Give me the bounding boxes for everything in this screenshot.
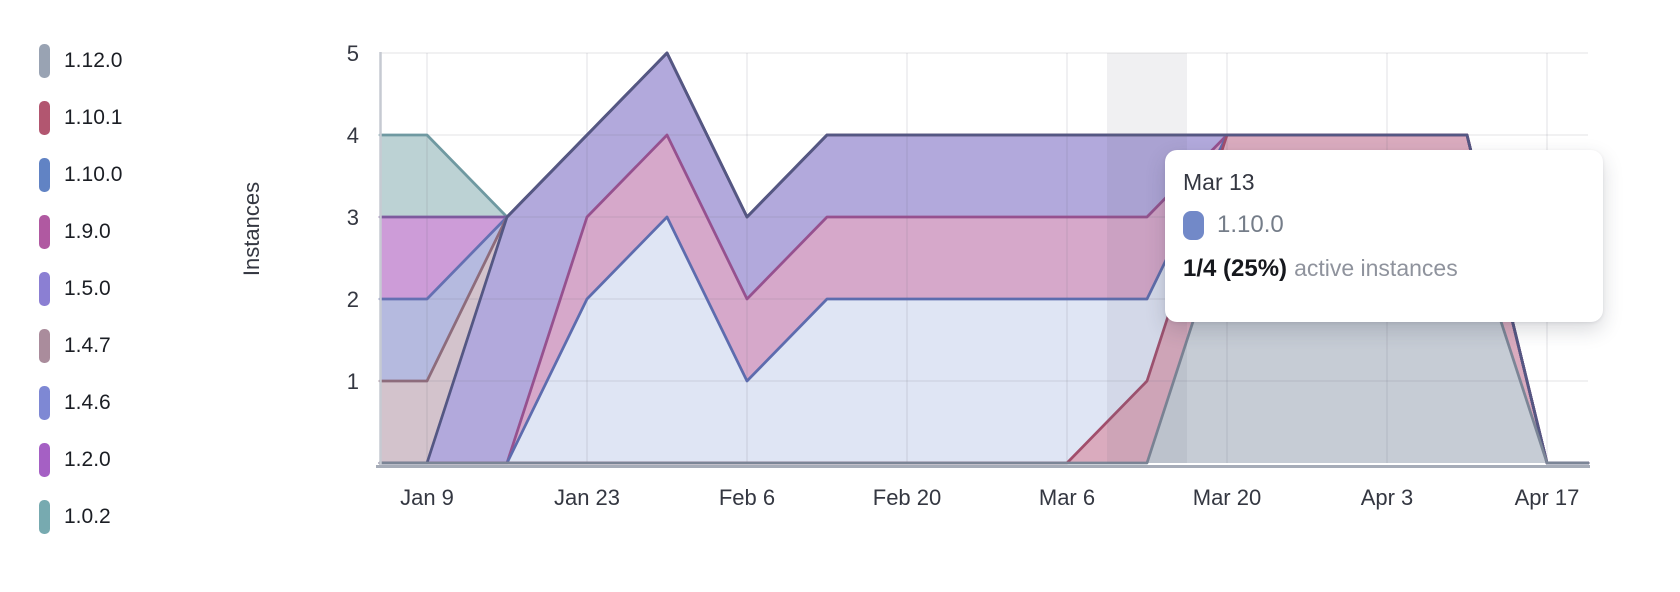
legend-label: 1.0.2 <box>64 505 111 528</box>
y-tick-label: 4 <box>347 123 359 148</box>
tooltip-series-label: 1.10.0 <box>1217 211 1284 239</box>
legend-label: 1.2.0 <box>64 448 111 471</box>
legend-item-1-2-0[interactable]: 1.2.0 <box>39 431 122 488</box>
x-tick-label: Mar 20 <box>1193 485 1261 510</box>
legend-swatch-icon <box>39 271 50 306</box>
x-tick-label: Jan 9 <box>400 485 454 510</box>
legend-swatch-icon <box>39 100 50 135</box>
tooltip-series-row: 1.10.0 <box>1183 210 1585 240</box>
legend-swatch-icon <box>39 499 50 534</box>
series-swatch-icon <box>1183 210 1204 240</box>
x-tick-label: Jan 23 <box>554 485 620 510</box>
legend-swatch-icon <box>39 328 50 363</box>
x-tick-label: Apr 3 <box>1361 485 1414 510</box>
x-tick-label: Apr 17 <box>1515 485 1580 510</box>
y-tick-label: 3 <box>347 205 359 230</box>
legend-item-1-4-7[interactable]: 1.4.7 <box>39 317 122 374</box>
legend-label: 1.9.0 <box>64 220 111 243</box>
legend-item-1-10-0[interactable]: 1.10.0 <box>39 146 122 203</box>
chart-legend: 1.12.0 1.10.1 1.10.0 1.9.0 1.5.0 1.4.7 1.4.6 1.… <box>39 32 122 545</box>
legend-item-1-5-0[interactable]: 1.5.0 <box>39 260 122 317</box>
legend-swatch-icon <box>39 157 50 192</box>
y-tick-label: 5 <box>347 41 359 66</box>
legend-item-1-4-6[interactable]: 1.4.6 <box>39 374 122 431</box>
x-tick-label: Mar 6 <box>1039 485 1095 510</box>
legend-item-1-0-2[interactable]: 1.0.2 <box>39 488 122 545</box>
x-tick-label: Feb 6 <box>719 485 775 510</box>
tooltip-value-line: 1/4 (25%) active instances <box>1183 255 1585 283</box>
legend-label: 1.4.7 <box>64 334 111 357</box>
tooltip-value-suffix: active instances <box>1294 255 1458 282</box>
legend-item-1-12-0[interactable]: 1.12.0 <box>39 32 122 89</box>
legend-item-1-9-0[interactable]: 1.9.0 <box>39 203 122 260</box>
chart-tooltip: Mar 13 1.10.0 1/4 (25%) active instances <box>1165 150 1603 322</box>
line-1-5-0 <box>378 51 1590 465</box>
legend-label: 1.12.0 <box>64 49 123 72</box>
legend-label: 1.10.1 <box>64 106 123 129</box>
legend-label: 1.4.6 <box>64 391 111 414</box>
x-tick-label: Feb 20 <box>873 485 942 510</box>
legend-swatch-icon <box>39 43 50 78</box>
legend-swatch-icon <box>39 385 50 420</box>
y-tick-label: 1 <box>347 369 359 394</box>
legend-label: 1.10.0 <box>64 163 123 186</box>
legend-label: 1.5.0 <box>64 277 111 300</box>
legend-item-1-10-1[interactable]: 1.10.1 <box>39 89 122 146</box>
tooltip-date: Mar 13 <box>1183 169 1255 195</box>
area-1-5-0 <box>380 53 1588 463</box>
legend-swatch-icon <box>39 214 50 249</box>
tooltip-value: 1/4 (25%) <box>1183 255 1288 283</box>
y-tick-label: 2 <box>347 287 359 312</box>
legend-swatch-icon <box>39 442 50 477</box>
